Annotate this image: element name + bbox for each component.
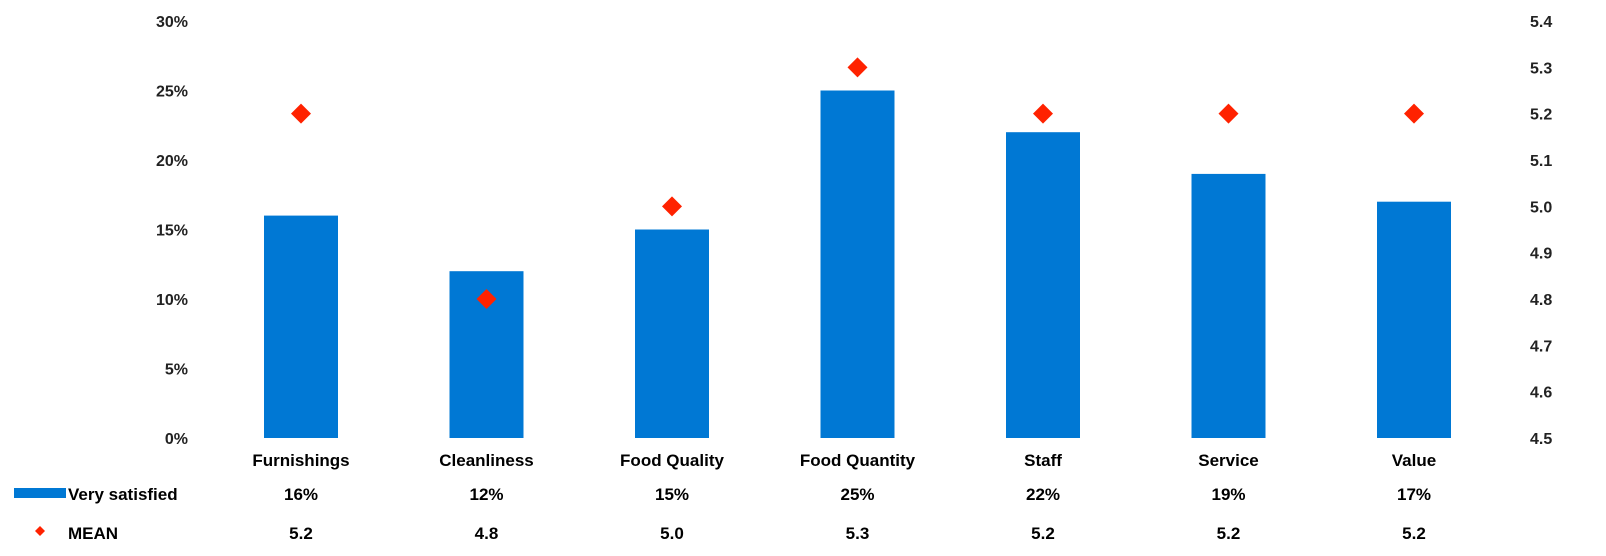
right-tick-label: 5.0 [1530, 199, 1552, 216]
table-value-mean: 5.2 [1031, 524, 1055, 543]
mean-marker [847, 57, 868, 78]
legend-swatch-mean [35, 526, 45, 536]
category-label: Staff [1024, 451, 1062, 470]
table-value-very-satisfied: 19% [1211, 485, 1245, 504]
data-table: 16% 12% 15% 25% 22% 19% 17% 5.2 4.8 5.0 5.3 5.2 5.2 5… [284, 485, 1431, 543]
legend-table: Very satisfied MEAN [14, 485, 178, 543]
left-axis: 0% 5% 10% 15% 20% 25% 30% [156, 14, 188, 448]
right-tick-label: 4.5 [1530, 431, 1552, 448]
left-tick-label: 0% [165, 431, 188, 448]
table-value-very-satisfied: 12% [469, 485, 503, 504]
category-label: Food Quality [620, 451, 724, 470]
table-value-mean: 5.0 [660, 524, 684, 543]
left-tick-label: 15% [156, 223, 188, 240]
table-value-mean: 5.2 [1402, 524, 1426, 543]
bar [1006, 132, 1080, 438]
table-value-mean: 5.2 [1217, 524, 1241, 543]
left-tick-label: 10% [156, 292, 188, 309]
legend-label-very-satisfied: Very satisfied [68, 485, 178, 504]
table-value-very-satisfied: 15% [655, 485, 689, 504]
right-tick-label: 5.3 [1530, 60, 1552, 77]
mean-marker [1404, 103, 1424, 124]
table-value-mean: 4.8 [475, 524, 499, 543]
right-tick-label: 4.7 [1530, 338, 1552, 355]
bar [635, 229, 709, 438]
category-label: Furnishings [252, 451, 349, 470]
category-label: Value [1392, 451, 1436, 470]
left-tick-label: 20% [156, 153, 188, 170]
mean-marker [476, 289, 497, 309]
left-tick-label: 25% [156, 84, 188, 101]
mean-series [291, 57, 1424, 309]
mean-marker [291, 103, 311, 124]
category-label: Cleanliness [439, 451, 534, 470]
table-value-very-satisfied: 25% [840, 485, 874, 504]
right-tick-label: 5.4 [1530, 14, 1552, 31]
table-value-mean: 5.3 [846, 524, 870, 543]
left-tick-label: 5% [165, 362, 188, 379]
right-tick-label: 4.6 [1530, 385, 1552, 402]
right-tick-label: 5.1 [1530, 153, 1552, 170]
right-tick-label: 5.2 [1530, 107, 1552, 124]
right-tick-label: 4.9 [1530, 246, 1552, 263]
mean-marker [1033, 103, 1053, 124]
mean-marker [662, 196, 682, 217]
legend-swatch-bar [14, 488, 66, 498]
bar [264, 215, 338, 438]
bar [1191, 173, 1266, 438]
bar [1377, 201, 1451, 438]
left-tick-label: 30% [156, 14, 188, 31]
category-labels: Furnishings Cleanliness Food Quality Food Q… [252, 451, 1436, 470]
legend-label-mean: MEAN [68, 524, 118, 543]
right-tick-label: 4.8 [1530, 292, 1552, 309]
right-axis: 4.5 4.6 4.7 4.8 4.9 5.0 5.1 5.2 5.3 5.4 [1530, 14, 1552, 448]
table-value-mean: 5.2 [289, 524, 313, 543]
mean-marker [1218, 103, 1239, 124]
table-value-very-satisfied: 22% [1026, 485, 1060, 504]
bar [820, 90, 895, 438]
category-label: Service [1198, 451, 1259, 470]
category-label: Food Quantity [800, 451, 916, 470]
bar-series [264, 90, 1451, 438]
table-value-very-satisfied: 16% [284, 485, 318, 504]
table-value-very-satisfied: 17% [1397, 485, 1431, 504]
